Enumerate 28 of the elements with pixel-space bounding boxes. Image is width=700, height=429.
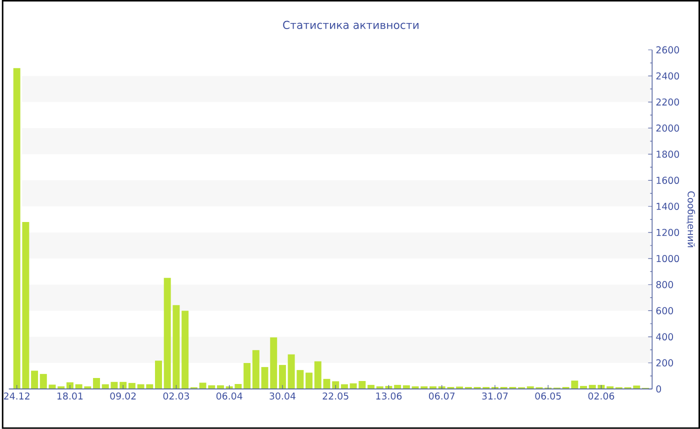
chart-title: Статистика активности [283, 20, 418, 30]
y-tick-label: 1600 [656, 176, 680, 184]
x-tick-label: 06.04 [216, 392, 242, 400]
x-tick-label: 09.02 [110, 392, 136, 400]
x-tick-label: 06.07 [428, 392, 455, 400]
x-tick-label: 30.04 [270, 392, 296, 400]
y-tick-label: 1200 [656, 228, 680, 236]
x-tick-label: 22.05 [322, 392, 348, 400]
y-tick-label: 1400 [656, 202, 680, 210]
y-tick-label: 1800 [656, 150, 680, 158]
y-tick-label: 2600 [656, 46, 680, 54]
x-tick-label: 31.07 [482, 392, 508, 400]
x-tick-label: 24.12 [4, 392, 30, 400]
x-tick-label: 18.01 [57, 392, 83, 400]
x-tick-label: 02.03 [163, 392, 189, 400]
y-tick-label: 2000 [656, 124, 680, 132]
y-tick-label: 200 [656, 359, 674, 367]
y-tick-label: 600 [656, 307, 674, 314]
x-tick-label: 02.06 [588, 392, 614, 400]
y-tick-label: 2400 [656, 72, 680, 80]
y-tick-label: 0 [656, 385, 662, 393]
y-axis-title: Сообщений [686, 191, 696, 248]
y-tick-label: 400 [656, 333, 674, 340]
y-tick-label: 800 [656, 281, 674, 288]
x-tick-label: 06.05 [535, 392, 561, 400]
x-tick-label: 13.06 [376, 392, 402, 400]
y-tick-label: 1000 [656, 255, 680, 262]
y-tick-label: 2200 [656, 98, 680, 106]
